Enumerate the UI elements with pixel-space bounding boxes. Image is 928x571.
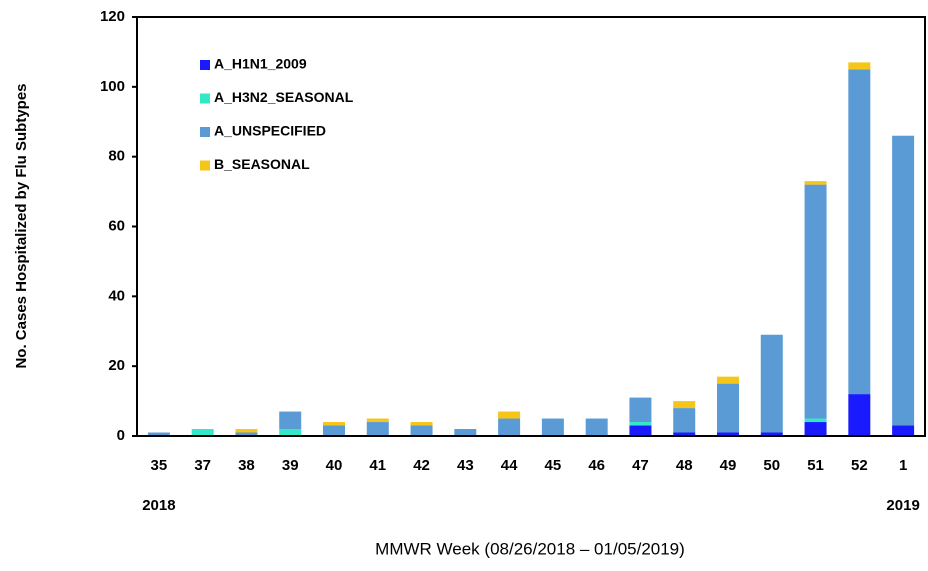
bar-segment: [804, 184, 827, 419]
y-axis-title: No. Cases Hospitalized by Flu Subtypes: [13, 83, 30, 368]
x-tick-label: 43: [457, 457, 474, 474]
x-tick-label: 35: [151, 457, 168, 474]
bar-segment: [804, 418, 827, 423]
x-tick-label: 47: [632, 457, 649, 474]
bar-segment: [804, 181, 827, 185]
legend-swatch: [200, 160, 210, 171]
x-tick-label: 45: [545, 457, 562, 474]
legend-label: A_UNSPECIFIED: [214, 123, 326, 139]
y-tick-label: 60: [108, 217, 125, 234]
legend-swatch: [200, 127, 210, 137]
x-tick-label: 37: [194, 457, 211, 474]
legend-label: B_SEASONAL: [214, 156, 310, 172]
bar-segment: [673, 401, 696, 409]
legend-swatch: [200, 60, 210, 70]
x-tick-label: 51: [807, 457, 824, 474]
bar-segment: [717, 432, 739, 436]
bar-segment: [760, 432, 783, 436]
y-tick-label: 20: [108, 357, 125, 374]
y-tick-label: 100: [100, 78, 125, 95]
x-axis-title: MMWR Week (08/26/2018 – 01/05/2019): [375, 539, 685, 558]
y-tick-label: 120: [100, 8, 125, 25]
x-tick-label: 42: [413, 457, 430, 474]
bar-segment: [147, 432, 170, 436]
bar-segment: [454, 429, 477, 436]
bar-segment: [673, 432, 696, 436]
bar-segment: [191, 429, 214, 436]
x-tick-label: 46: [588, 457, 605, 474]
bar-segment: [892, 425, 915, 436]
x-tick-label: 48: [676, 457, 693, 474]
bar-segment: [629, 397, 652, 423]
x-tick-label: 44: [501, 457, 518, 474]
legend-label: A_H3N2_SEASONAL: [214, 89, 354, 105]
x-sublabel: 2019: [886, 497, 919, 514]
bar-segment: [235, 429, 258, 433]
bar-segment: [235, 432, 258, 436]
bar-segment: [804, 422, 827, 436]
bar-segment: [848, 62, 871, 70]
bar-segment: [323, 425, 345, 436]
bar-segment: [541, 418, 564, 436]
bar-segment: [279, 429, 302, 436]
bar-segment: [892, 135, 915, 426]
bar-segment: [323, 422, 345, 426]
bar-segment: [717, 383, 739, 433]
y-tick-label: 40: [108, 287, 125, 304]
legend: A_H1N1_2009 A_H3N2_SEASONAL A_UNSPECIFIED B…: [200, 56, 354, 172]
x-tick-label: 52: [851, 457, 868, 474]
bar-segment: [629, 425, 652, 436]
x-tick-label: 40: [326, 457, 343, 474]
plot-frame: [136, 16, 926, 437]
x-tick-label: 50: [763, 457, 780, 474]
x-tick-label: 39: [282, 457, 299, 474]
bar-segment: [366, 422, 389, 436]
legend-label: A_H1N1_2009: [214, 56, 307, 72]
bar-segment: [760, 334, 783, 433]
bar-segment: [848, 69, 871, 395]
bar-segment: [585, 418, 608, 436]
y-tick-label: 0: [117, 427, 125, 444]
bar-segment: [848, 394, 871, 436]
x-sublabel: 2018: [142, 497, 175, 514]
legend-swatch: [200, 93, 210, 104]
bar-segment: [673, 408, 696, 433]
y-tick-label: 80: [108, 148, 125, 165]
x-tick-label: 38: [238, 457, 255, 474]
bar-segment: [279, 411, 302, 430]
bar-segment: [498, 418, 521, 436]
x-tick-label: 1: [899, 457, 907, 474]
x-tick-label: 41: [369, 457, 386, 474]
bar-segment: [366, 418, 389, 423]
bar-segment: [717, 376, 739, 384]
x-tick-label: 49: [720, 457, 737, 474]
bar-segment: [629, 422, 652, 426]
bar-segment: [410, 425, 433, 436]
bar-segment: [410, 422, 433, 426]
bar-segment: [498, 411, 521, 419]
